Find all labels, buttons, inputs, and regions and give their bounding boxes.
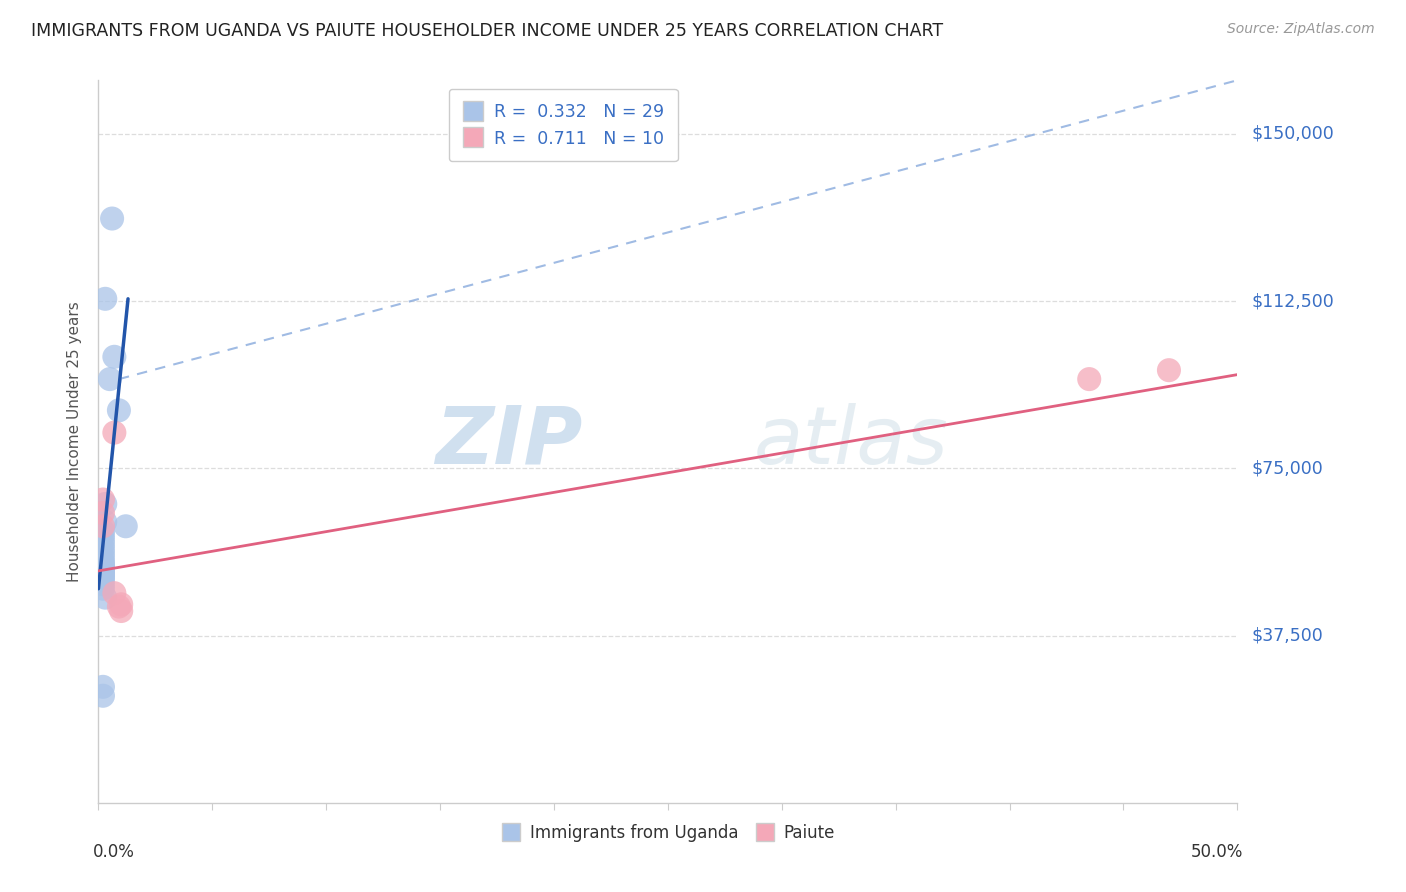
Legend: Immigrants from Uganda, Paiute: Immigrants from Uganda, Paiute [495, 817, 841, 848]
Point [91, 573, 114, 587]
Text: $112,500: $112,500 [1251, 292, 1334, 310]
Point [110, 604, 132, 618]
Point [103, 586, 125, 600]
Point [91, 546, 114, 560]
Text: IMMIGRANTS FROM UGANDA VS PAIUTE HOUSEHOLDER INCOME UNDER 25 YEARS CORRELATION C: IMMIGRANTS FROM UGANDA VS PAIUTE HOUSEHO… [31, 22, 943, 40]
Point [1078, 372, 1101, 386]
Point [91, 577, 114, 591]
Point [94, 497, 117, 511]
Point [91, 541, 114, 556]
Point [94, 292, 117, 306]
Point [108, 599, 131, 614]
Point [110, 598, 132, 612]
Point [91, 533, 114, 547]
Text: atlas: atlas [754, 402, 948, 481]
Text: ZIP: ZIP [434, 402, 582, 481]
Point [91, 519, 114, 533]
Point [94, 515, 117, 529]
Text: $75,000: $75,000 [1251, 459, 1323, 477]
Text: $150,000: $150,000 [1251, 125, 1334, 143]
Text: $37,500: $37,500 [1251, 626, 1323, 645]
Point [91, 566, 114, 581]
Text: 0.0%: 0.0% [93, 843, 135, 861]
Point [1157, 363, 1180, 377]
Point [108, 403, 131, 417]
Point [98, 372, 121, 386]
Point [91, 568, 114, 582]
Point [91, 550, 114, 565]
Point [91, 559, 114, 574]
Point [91, 680, 114, 694]
Point [91, 689, 114, 703]
Point [91, 492, 114, 507]
Point [103, 350, 125, 364]
Point [91, 537, 114, 551]
Point [91, 555, 114, 569]
Point [91, 524, 114, 538]
Y-axis label: Householder Income Under 25 years: Householder Income Under 25 years [67, 301, 83, 582]
Point [94, 591, 117, 605]
Point [101, 211, 124, 226]
Point [91, 557, 114, 572]
Point [91, 528, 114, 542]
Point [103, 425, 125, 440]
Point [91, 506, 114, 520]
Point [91, 571, 114, 585]
Text: 50.0%: 50.0% [1191, 843, 1243, 861]
Text: Source: ZipAtlas.com: Source: ZipAtlas.com [1227, 22, 1375, 37]
Point [91, 562, 114, 576]
Point [91, 564, 114, 578]
Point [91, 582, 114, 596]
Point [114, 519, 136, 533]
